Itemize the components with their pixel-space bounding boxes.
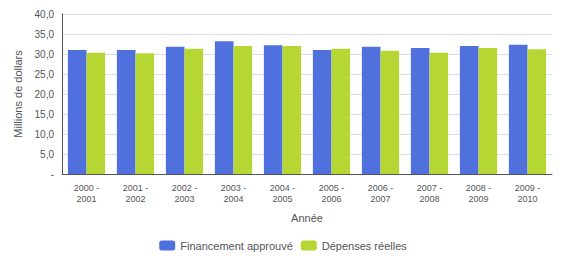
svg-text:20,0: 20,0 <box>35 89 55 100</box>
svg-text:2007: 2007 <box>370 194 390 204</box>
svg-text:2008: 2008 <box>419 194 439 204</box>
svg-text:Année: Année <box>291 212 323 224</box>
svg-text:2006: 2006 <box>321 194 341 204</box>
svg-text:35,0: 35,0 <box>35 29 55 40</box>
svg-text:2001: 2001 <box>76 194 96 204</box>
svg-text:2002: 2002 <box>125 194 145 204</box>
svg-text:2005 -: 2005 - <box>319 183 345 193</box>
svg-text:-: - <box>51 169 54 180</box>
svg-text:10,0: 10,0 <box>35 129 55 140</box>
svg-text:2008 -: 2008 - <box>466 183 492 193</box>
svg-text:Dépenses réelles: Dépenses réelles <box>322 240 407 252</box>
svg-text:15,0: 15,0 <box>35 109 55 120</box>
svg-text:2004: 2004 <box>223 194 243 204</box>
svg-text:Millions de dollars: Millions de dollars <box>12 50 24 138</box>
svg-text:2003: 2003 <box>174 194 194 204</box>
svg-text:25,0: 25,0 <box>35 69 55 80</box>
svg-text:Financement approuvé: Financement approuvé <box>180 240 293 252</box>
svg-text:2005: 2005 <box>272 194 292 204</box>
svg-text:40,0: 40,0 <box>35 9 55 20</box>
svg-text:2002 -: 2002 - <box>172 183 198 193</box>
svg-text:2006 -: 2006 - <box>368 183 394 193</box>
svg-text:2004 -: 2004 - <box>270 183 296 193</box>
svg-text:2003 -: 2003 - <box>221 183 247 193</box>
svg-text:2000 -: 2000 - <box>74 183 100 193</box>
svg-text:2001 -: 2001 - <box>123 183 149 193</box>
svg-text:2009: 2009 <box>468 194 488 204</box>
svg-text:5,0: 5,0 <box>40 149 54 160</box>
svg-text:2009 -: 2009 - <box>515 183 541 193</box>
svg-text:30,0: 30,0 <box>35 49 55 60</box>
svg-text:2007 -: 2007 - <box>417 183 443 193</box>
svg-text:2010: 2010 <box>517 194 537 204</box>
